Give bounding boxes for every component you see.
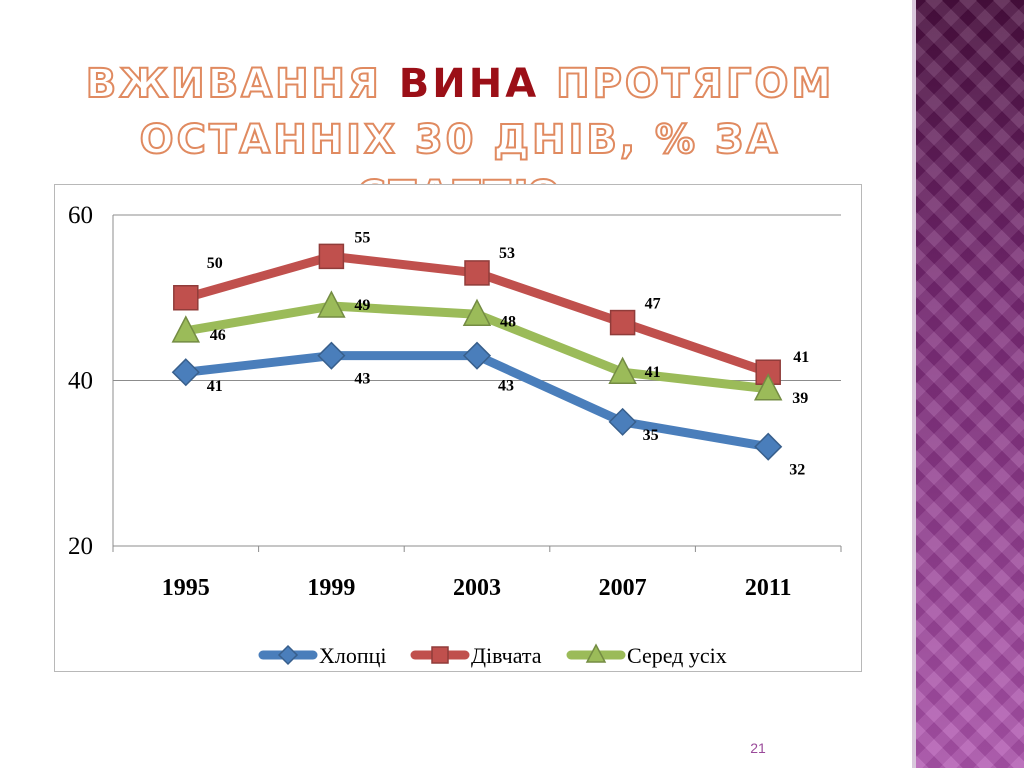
y-tick-label-2: 60	[68, 202, 93, 229]
series-0-marker-3	[608, 407, 637, 436]
legend-marker-2	[585, 643, 607, 663]
data-label-1-0: 50	[207, 255, 223, 272]
data-label-0-1: 43	[354, 371, 370, 388]
series-2-marker-2	[462, 298, 492, 327]
x-tick-label-1: 1999	[307, 575, 355, 601]
x-tick-label-4: 2011	[745, 575, 792, 601]
series-1-marker-0	[173, 285, 199, 311]
series-2-marker-0	[171, 315, 201, 343]
x-tick-label-0: 1995	[162, 575, 210, 601]
decorative-side-band	[912, 0, 1024, 768]
data-label-0-4: 32	[789, 462, 805, 479]
data-label-2-3: 41	[645, 364, 661, 381]
series-1-marker-3	[609, 309, 636, 336]
series-0-marker-2	[462, 341, 492, 370]
series-0-marker-0	[171, 358, 200, 387]
data-label-2-1: 49	[354, 297, 370, 314]
data-label-1-3: 47	[645, 296, 661, 313]
data-label-1-2: 53	[499, 245, 515, 262]
x-tick-label-2: 2003	[453, 575, 501, 601]
legend-label-2: Серед усіх	[627, 643, 727, 668]
legend-label-1: Дівчата	[471, 643, 542, 668]
legend-marker-0	[277, 644, 299, 666]
series-0-marker-1	[317, 341, 346, 370]
y-tick-label-0: 20	[68, 533, 93, 560]
line-chart: 20 40 60 1995 1999 2003 2007 2011 41 43 43 35 32 50 55…	[68, 202, 842, 668]
title-part-pre: Вживання	[85, 60, 399, 108]
series-1-marker-1	[318, 243, 345, 270]
title-part-post: протягом	[539, 60, 835, 108]
title-line-1: Вживання вина протягом	[40, 56, 880, 112]
legend-marker-1	[431, 646, 449, 664]
series-2-marker-1	[317, 290, 346, 318]
series-0-marker-4	[754, 432, 783, 461]
x-tick-label-3: 2007	[599, 575, 647, 601]
data-label-2-0: 46	[210, 327, 226, 344]
data-label-0-2: 43	[498, 378, 514, 395]
title-part-accent: вина	[398, 61, 540, 107]
data-label-0-3: 35	[643, 427, 659, 444]
series-2-marker-3	[608, 356, 637, 384]
data-label-1-4: 41	[793, 349, 809, 366]
data-label-0-0: 41	[207, 378, 223, 395]
chart-frame: 20 40 60 1995 1999 2003 2007 2011 41 43 43 35 32 50 55…	[54, 184, 862, 672]
y-tick-label-1: 40	[68, 368, 93, 395]
legend-label-0: Хлопці	[319, 643, 387, 668]
data-label-2-2: 48	[500, 313, 516, 330]
data-label-2-4: 39	[792, 390, 808, 407]
data-label-1-1: 55	[354, 229, 370, 246]
series-1-marker-2	[464, 260, 490, 286]
series-2-marker-4	[753, 373, 783, 401]
slide-number: 21	[750, 740, 766, 756]
